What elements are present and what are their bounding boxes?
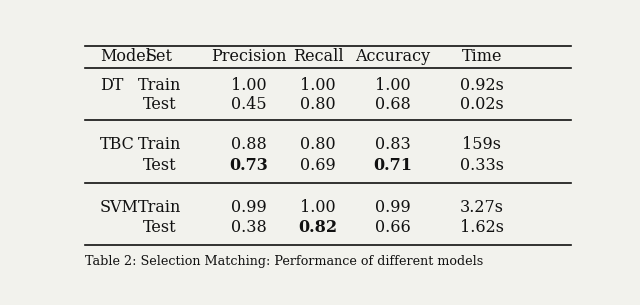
Text: Recall: Recall: [292, 48, 344, 65]
Text: 0.99: 0.99: [231, 199, 266, 216]
Text: 0.80: 0.80: [300, 96, 336, 113]
Text: Train: Train: [138, 77, 181, 94]
Text: 0.69: 0.69: [300, 156, 336, 174]
Text: Test: Test: [143, 156, 176, 174]
Text: TBC: TBC: [100, 136, 134, 153]
Text: 0.68: 0.68: [374, 96, 410, 113]
Text: 0.71: 0.71: [373, 156, 412, 174]
Text: Time: Time: [461, 48, 502, 65]
Text: Model: Model: [100, 48, 151, 65]
Text: 0.83: 0.83: [374, 136, 410, 153]
Text: 0.73: 0.73: [229, 156, 268, 174]
Text: 1.62s: 1.62s: [460, 219, 504, 236]
Text: 0.92s: 0.92s: [460, 77, 504, 94]
Text: Test: Test: [143, 96, 176, 113]
Text: Train: Train: [138, 199, 181, 216]
Text: 0.45: 0.45: [231, 96, 266, 113]
Text: 0.02s: 0.02s: [460, 96, 504, 113]
Text: 0.66: 0.66: [374, 219, 410, 236]
Text: 0.99: 0.99: [374, 199, 410, 216]
Text: 1.00: 1.00: [231, 77, 266, 94]
Text: DT: DT: [100, 77, 124, 94]
Text: 1.00: 1.00: [300, 199, 336, 216]
Text: 1.00: 1.00: [300, 77, 336, 94]
Text: 1.00: 1.00: [374, 77, 410, 94]
Text: 0.88: 0.88: [231, 136, 266, 153]
Text: Train: Train: [138, 136, 181, 153]
Text: Accuracy: Accuracy: [355, 48, 430, 65]
Text: Precision: Precision: [211, 48, 286, 65]
Text: 159s: 159s: [462, 136, 501, 153]
Text: 0.38: 0.38: [231, 219, 266, 236]
Text: 3.27s: 3.27s: [460, 199, 504, 216]
Text: Set: Set: [146, 48, 173, 65]
Text: Test: Test: [143, 219, 176, 236]
Text: SVM: SVM: [100, 199, 139, 216]
Text: Table 2: Selection Matching: Performance of different models: Table 2: Selection Matching: Performance…: [85, 255, 483, 268]
Text: 0.82: 0.82: [298, 219, 338, 236]
Text: 0.80: 0.80: [300, 136, 336, 153]
Text: 0.33s: 0.33s: [460, 156, 504, 174]
